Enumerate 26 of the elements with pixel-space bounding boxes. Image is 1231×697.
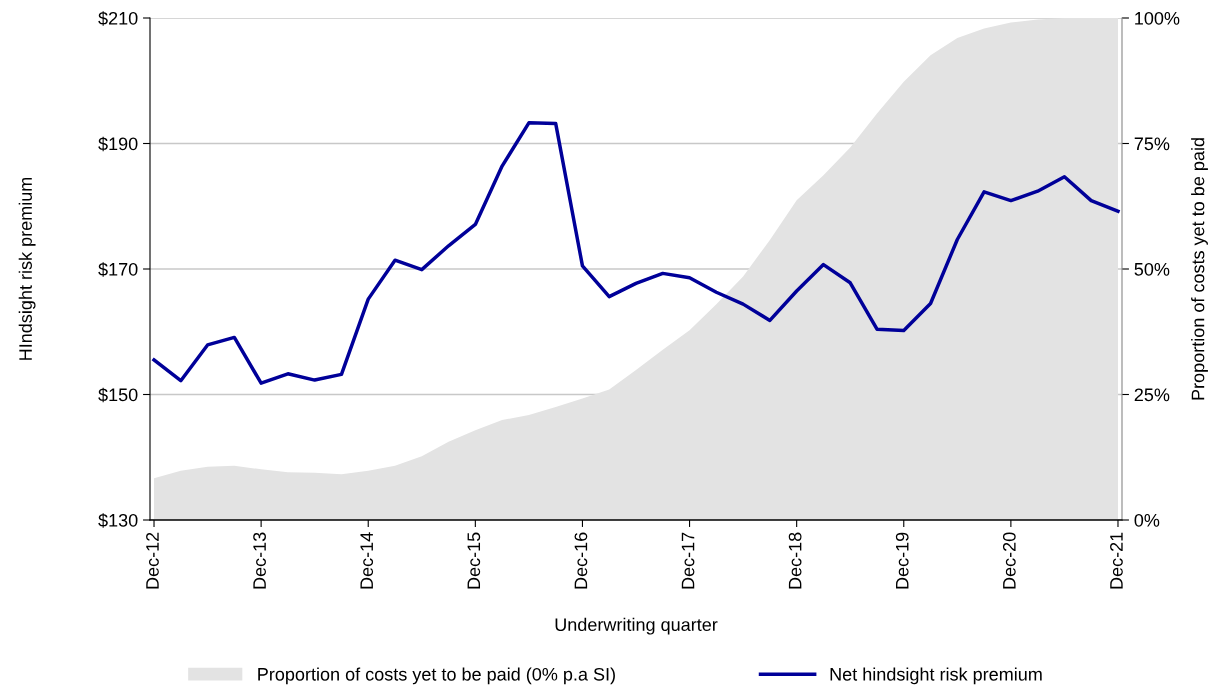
x-tick-label: Dec-19 [895, 532, 909, 589]
x-tick-label: Dec-15 [467, 532, 481, 589]
y-tick-label: $210 [98, 11, 138, 26]
x-tick-label: Dec-17 [681, 532, 695, 589]
y-tick-label: $190 [98, 136, 138, 152]
y-tick-label: $170 [98, 262, 138, 277]
legend-label: Net hindsight risk premium [830, 667, 1042, 685]
x-tick-label: Dec-13 [253, 532, 266, 589]
x-tick-label: Dec-18 [788, 532, 802, 589]
x-tick-label: Dec-21 [1110, 532, 1123, 589]
line-series [152, 121, 1120, 385]
x-tick-label: Dec-16 [574, 532, 588, 589]
legend-label: Proportion of costs yet to be paid (0% p.a SI) [258, 667, 615, 685]
y2-tick-label: 75% [1134, 137, 1170, 151]
y2-tick-label: 25% [1134, 388, 1170, 402]
x-tick-label: Dec-14 [360, 532, 374, 589]
x-tick-label: Dec-12 [146, 532, 159, 589]
y2-tick-label: 50% [1134, 262, 1170, 276]
y2-axis-title: Proportion of costs yet to be paid [1191, 138, 1208, 400]
y2-tick-label: 0% [1134, 513, 1160, 527]
y2-tick-label: 100% [1135, 11, 1180, 25]
x-axis-title: Underwriting quarter [555, 617, 718, 635]
x-tick-label: Dec-20 [1002, 532, 1016, 589]
y-tick-label: $130 [98, 513, 138, 528]
y-axis-title: HIndsight risk premium [18, 177, 36, 360]
y-tick-label: $150 [98, 387, 138, 403]
